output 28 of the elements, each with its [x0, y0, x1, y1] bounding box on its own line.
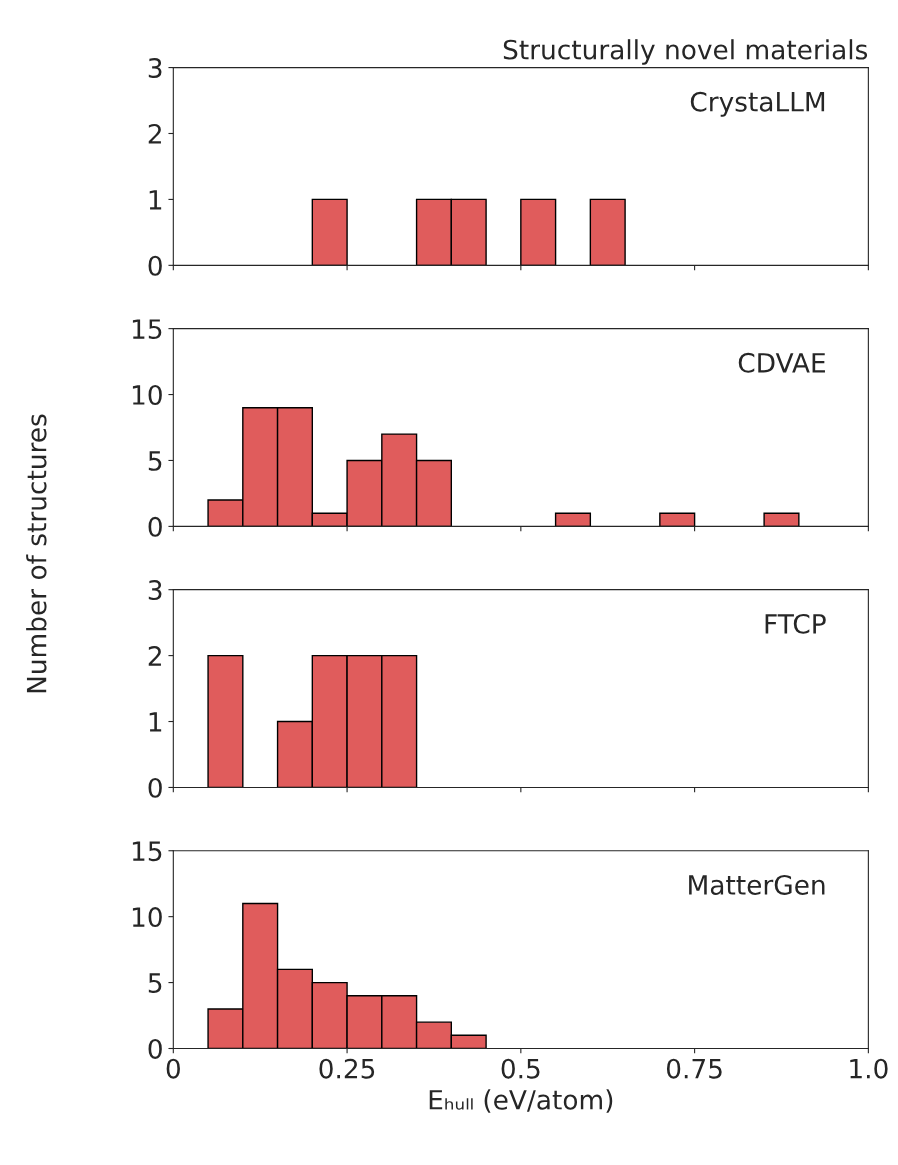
y-tick-label: 15 [132, 841, 162, 862]
y-tick-label: 2 [148, 123, 161, 144]
y-tick-label: 3 [148, 580, 162, 601]
chart-title: Structurally novel materials [503, 39, 868, 65]
y-tick-label: 0 [148, 516, 162, 537]
y-tick-label: 0 [148, 777, 162, 798]
y-tick-label: 0 [148, 255, 162, 276]
y-tick-label: 3 [148, 58, 162, 78]
x-tick-label: 0 [166, 1058, 180, 1079]
x-tick-label: 0.75 [666, 1058, 722, 1079]
annotation: CrystaLLM [690, 91, 825, 117]
y-tick-label: 5 [148, 451, 162, 471]
y-tick-label: 15 [132, 319, 162, 340]
annotation: FTCP [765, 613, 826, 634]
x-tick-label: 1.0 [850, 1058, 888, 1079]
annotation: MatterGen [689, 874, 825, 895]
y-tick-label: 1 [149, 712, 162, 732]
x-tick-label: 0.25 [319, 1058, 375, 1079]
annotation: CDVAE [738, 352, 825, 373]
x-tick-label: 0.5 [501, 1058, 540, 1079]
y-tick-label: 1 [149, 190, 162, 210]
y-axis-title: Number of structures [26, 414, 47, 693]
y-tick-label: 0 [148, 1038, 162, 1059]
y-tick-label: 10 [132, 384, 162, 405]
y-tick-label: 5 [148, 973, 162, 993]
y-tick-label: 2 [148, 646, 161, 666]
x-axis-title: Eₕᵤₗₗ (eV/atom) [429, 1089, 613, 1113]
y-tick-label: 10 [132, 907, 162, 928]
